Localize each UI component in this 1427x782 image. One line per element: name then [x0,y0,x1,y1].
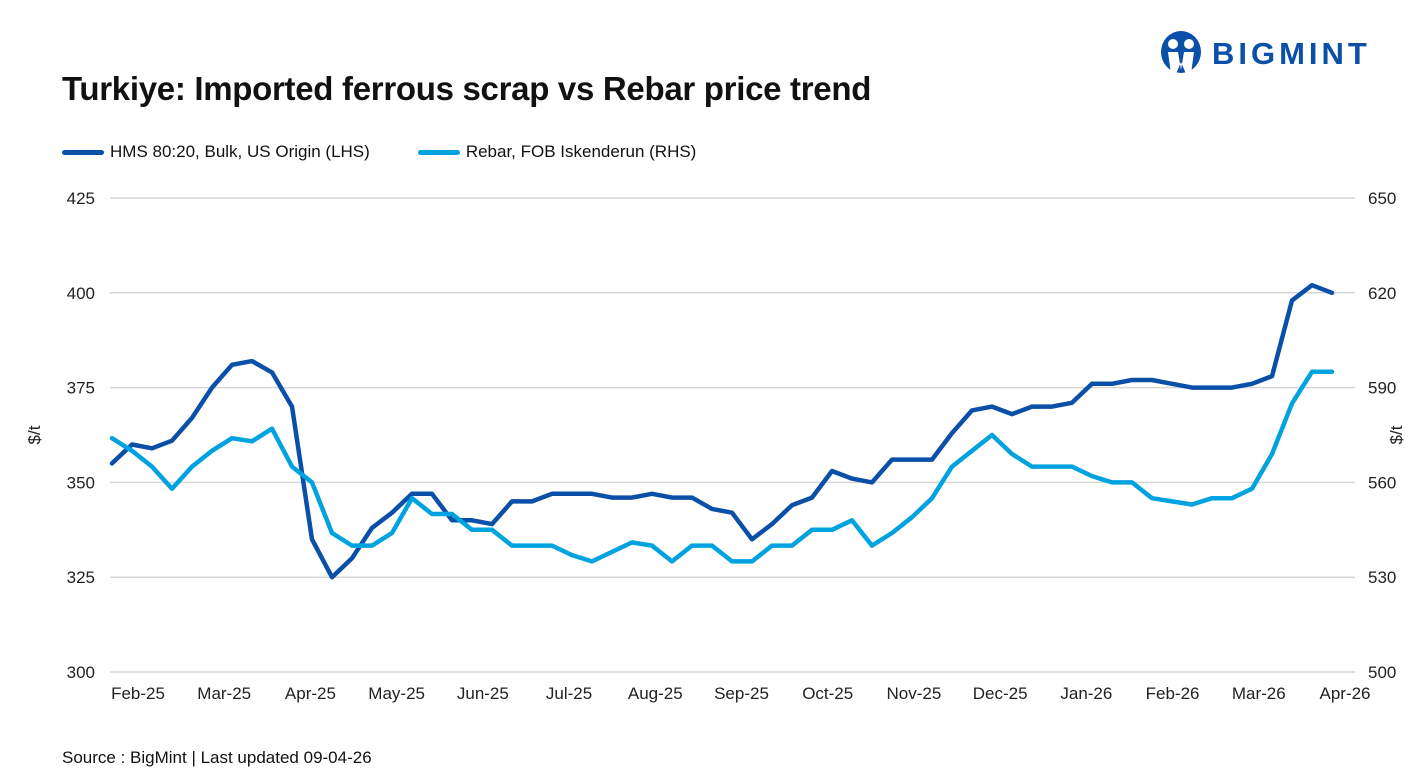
y-tick-left: 300 [67,663,95,682]
x-tick: Mar-26 [1232,684,1286,703]
x-tick: Jan-26 [1060,684,1112,703]
legend: HMS 80:20, Bulk, US Origin (LHS) Rebar, … [62,142,744,162]
x-tick: Feb-26 [1146,684,1200,703]
series-line-hms [109,282,1335,580]
x-tick: Apr-26 [1319,684,1370,703]
y-tick-left: 350 [67,473,95,492]
x-tick: Jun-25 [457,684,509,703]
y-tick-right: 530 [1368,568,1396,587]
legend-swatch [62,149,104,155]
legend-label: Rebar, FOB Iskenderun (RHS) [465,142,697,161]
y-tick-left: 375 [67,379,95,398]
legend-label: HMS 80:20, Bulk, US Origin (LHS) [110,142,370,161]
x-tick: Oct-25 [802,684,853,703]
x-tick: Jul-25 [546,684,592,703]
y-tick-left: 400 [67,284,95,303]
x-tick: Sep-25 [714,684,769,703]
x-tick: Feb-25 [111,684,165,703]
x-tick: Mar-25 [197,684,251,703]
legend-swatch [417,149,460,155]
logo-text: BIGMINT [1212,36,1371,71]
y-tick-right: 650 [1368,189,1396,208]
x-tick: May-25 [368,684,425,703]
series-line-rebar [109,369,1335,564]
x-tick: Nov-25 [887,684,942,703]
bigmint-logo: BIGMINT [1160,30,1371,78]
legend-item-rebar: Rebar, FOB Iskenderun (RHS) [417,142,697,162]
source-note: Source : BigMint | Last updated 09-04-26 [62,748,372,767]
x-tick: Dec-25 [973,684,1028,703]
x-tick: Aug-25 [628,684,683,703]
y-axis-label-left: $/t [25,425,44,444]
logo-icon [1161,31,1201,74]
y-tick-right: 620 [1368,284,1396,303]
chart-title: Turkiye: Imported ferrous scrap vs Rebar… [62,70,872,107]
y-tick-right: 590 [1368,379,1396,398]
y-tick-left: 325 [67,568,95,587]
y-tick-right: 560 [1368,473,1396,492]
y-tick-left: 425 [67,189,95,208]
x-tick: Apr-25 [285,684,336,703]
y-axis-label-right: $/t [1387,425,1406,444]
legend-item-hms: HMS 80:20, Bulk, US Origin (LHS) [62,142,370,162]
y-tick-right: 500 [1368,663,1396,682]
